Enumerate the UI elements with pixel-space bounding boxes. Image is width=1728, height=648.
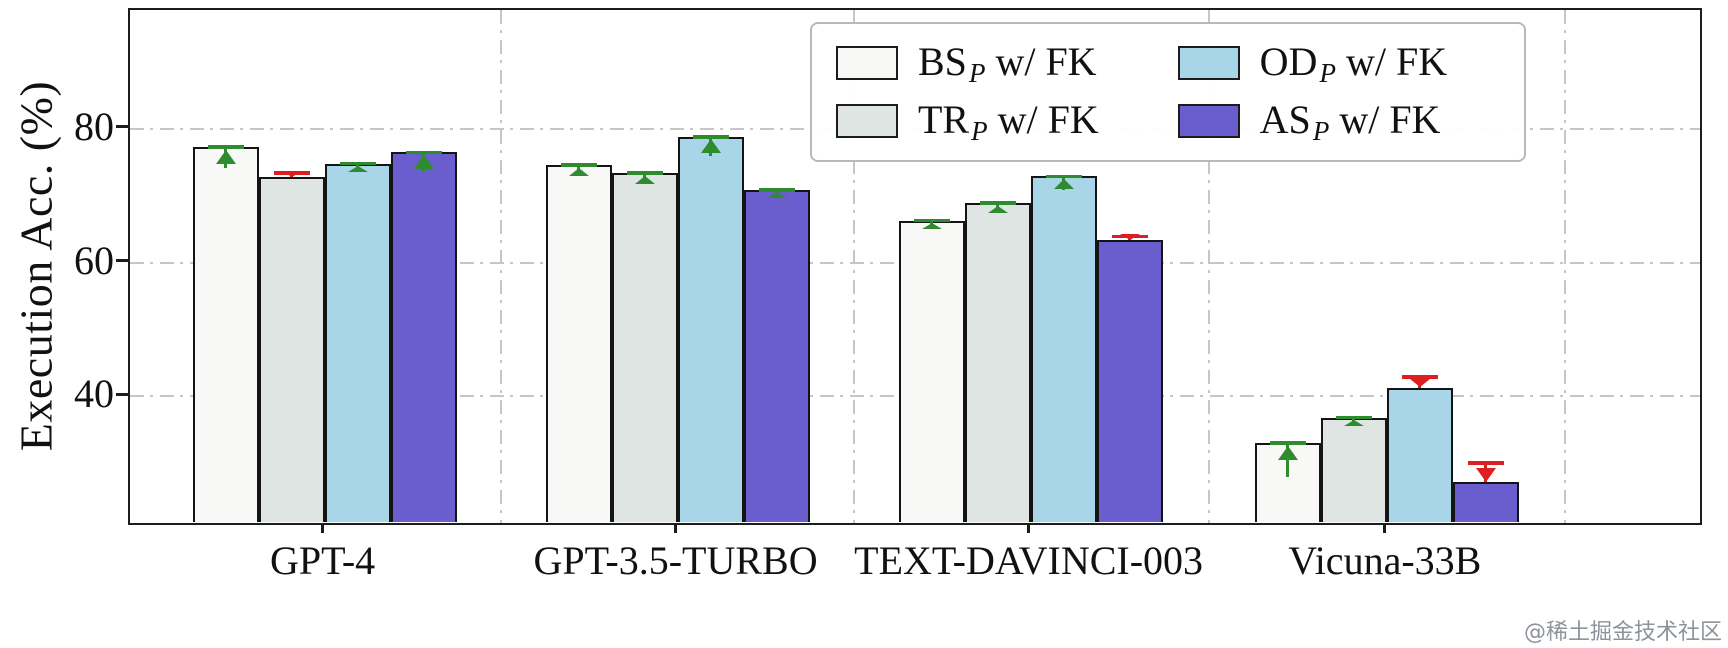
- y-tick-label: 80: [74, 103, 114, 149]
- bar-tr: [1320, 417, 1387, 522]
- delta-arrow-up-head: [215, 149, 236, 164]
- legend-entry: ODP w/ FK: [1177, 36, 1500, 90]
- bar-od: [1030, 176, 1097, 522]
- y-tick-label: 40: [74, 371, 114, 417]
- x-tick-mark: [674, 523, 678, 533]
- delta-arrow-up-head: [634, 175, 655, 184]
- delta-arrow-up-head: [700, 139, 721, 154]
- legend-swatch: [836, 46, 898, 80]
- y-tick-mark: [116, 259, 128, 263]
- legend-label: BSP w/ FK: [918, 38, 1097, 88]
- delta-arrow-up-head: [766, 192, 787, 199]
- legend-entry: BSP w/ FK: [836, 36, 1152, 90]
- delta-arrow-up-head: [1277, 445, 1298, 460]
- bar-as: [1452, 481, 1519, 522]
- legend-label: ASP w/ FK: [1259, 96, 1441, 146]
- y-tick-label: 60: [74, 237, 114, 283]
- x-tick-label: GPT-3.5-TURBO: [533, 538, 818, 583]
- y-tick-mark: [116, 125, 128, 129]
- legend-swatch: [836, 104, 898, 138]
- delta-arrow-up-head: [921, 223, 942, 230]
- bar-bs: [545, 165, 612, 522]
- delta-arrow-down-head: [1119, 233, 1140, 240]
- x-tick-mark: [321, 523, 325, 533]
- bar-as: [390, 152, 457, 522]
- grid-line-vertical: [853, 10, 856, 523]
- x-tick-mark: [1027, 523, 1031, 533]
- x-tick-label: TEXT-DAVINCI-003: [854, 538, 1204, 583]
- y-tick-mark: [116, 392, 128, 396]
- delta-arrow-up-head: [1053, 178, 1074, 189]
- bar-tr: [964, 203, 1031, 522]
- legend-label: ODP w/ FK: [1259, 38, 1448, 88]
- bar-tr: [258, 177, 325, 522]
- delta-arrow-up-head: [987, 205, 1008, 213]
- bar-od: [677, 136, 744, 522]
- bar-bs: [192, 147, 259, 522]
- legend-entry: TRP w/ FK: [836, 94, 1152, 148]
- bar-od: [324, 163, 391, 522]
- delta-arrow-up-head: [1343, 420, 1364, 427]
- bar-od: [1386, 387, 1453, 522]
- legend-label: TRP w/ FK: [918, 96, 1099, 146]
- delta-arrow-up-head: [568, 167, 589, 176]
- bar-tr: [611, 173, 678, 522]
- legend: BSP w/ FK TRP w/ FK ODP w/ FK ASP w/ FK: [810, 22, 1526, 162]
- delta-arrow-up-head: [413, 154, 434, 169]
- delta-arrow-down-head: [1409, 379, 1430, 388]
- grid-line-vertical: [1207, 10, 1210, 523]
- bar-as: [743, 189, 810, 522]
- plot-area: BSP w/ FK TRP w/ FK ODP w/ FK ASP w/ FK: [128, 8, 1702, 525]
- legend-entry: ASP w/ FK: [1177, 94, 1500, 148]
- bar-bs: [898, 220, 965, 522]
- grid-line-vertical: [500, 10, 503, 523]
- delta-arrow-up-head: [347, 166, 368, 173]
- grid-line-vertical: [1563, 10, 1566, 523]
- watermark: @稀土掘金技术社区: [1523, 620, 1722, 645]
- delta-arrow-down-head: [1475, 467, 1496, 482]
- legend-swatch: [1177, 46, 1240, 80]
- delta-arrow-down-head: [281, 171, 302, 178]
- delta-arrow-stem: [1286, 443, 1290, 477]
- bar-as: [1096, 239, 1163, 522]
- x-tick-mark: [1383, 523, 1387, 533]
- x-tick-label: GPT-4: [269, 538, 376, 583]
- legend-swatch: [1177, 104, 1240, 138]
- x-tick-label: Vicuna-33B: [1288, 538, 1482, 583]
